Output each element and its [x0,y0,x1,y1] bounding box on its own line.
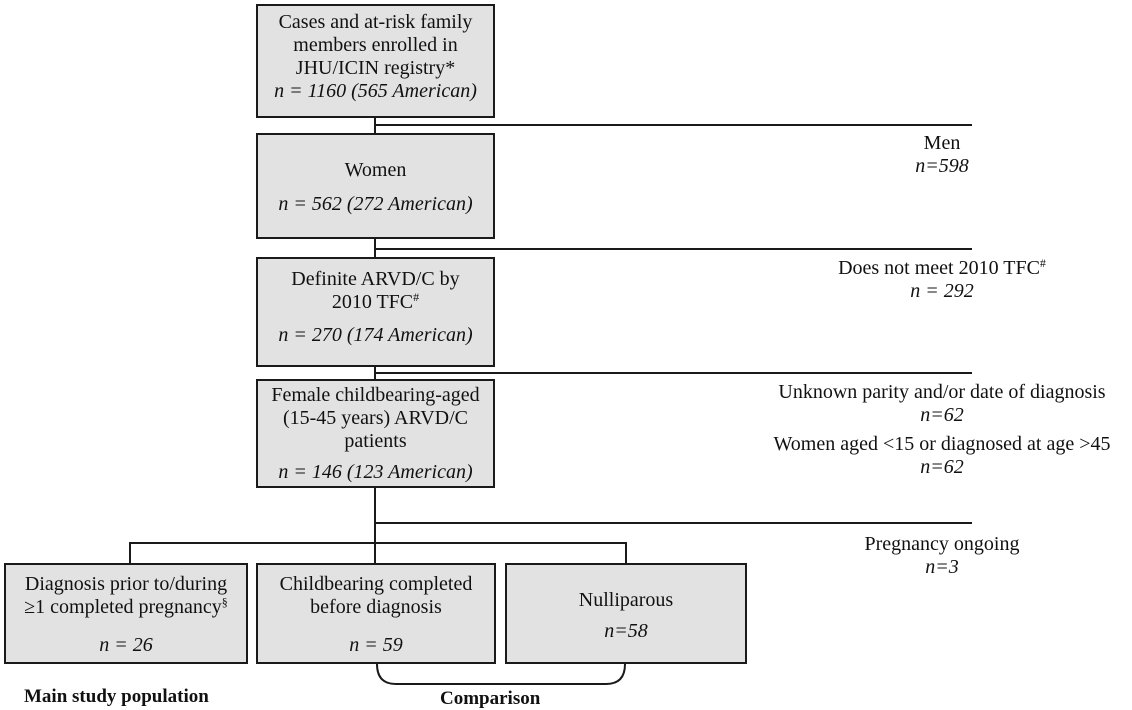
exclusion-pregnancy-ongoing: Pregnancy ongoing n=3 [822,533,1062,579]
split-drop-center [374,542,376,564]
comparison-label: Comparison [440,688,541,709]
women-count: n = 562 (272 American) [278,193,473,215]
exclusion-men: Men n=598 [822,132,1062,178]
female-line-3: patients [344,430,407,452]
split-drop-left [129,542,131,564]
exclusion-unknown-parity: Unknown parity and/or date of diagnosis … [742,381,1132,427]
childbearing-line-1: Childbearing completed [279,573,473,595]
definite-arvdc-box: Definite ARVD/C by 2010 TFC# n = 270 (17… [256,257,495,367]
split-drop-right [625,542,627,564]
tfc-hash-mark: # [1039,256,1046,270]
childbearing-count: n = 59 [349,634,403,656]
unknown-label: Unknown parity and/or date of diagnosis [778,381,1106,403]
exclusion-branch-unknown [375,372,972,374]
definite-line-2-text: 2010 TFC [331,291,414,313]
definite-count: n = 270 (174 American) [278,324,473,346]
nulliparous-title: Nulliparous [578,589,674,611]
definite-line-1: Definite ARVD/C by [291,268,460,290]
diagnosis-line-2-text: ≥1 completed pregnancy [24,596,222,618]
tfc-count: n = 292 [910,280,974,302]
exclusion-tfc: Does not meet 2010 TFC# n = 292 [782,257,1102,303]
definite-line-2: 2010 TFC# [258,291,493,314]
diagnosis-line-2: ≥1 completed pregnancy§ [6,596,246,619]
aged-label: Women aged <15 or diagnosed at age >45 [773,433,1111,455]
childbearing-completed-box: Childbearing completed before diagnosis … [256,563,496,664]
tfc-label-line: Does not meet 2010 TFC# [782,257,1102,280]
tfc-label: Does not meet 2010 TFC [838,257,1040,279]
diagnosis-line-1: Diagnosis prior to/during [24,573,228,595]
female-line-2: (15-45 years) ARVD/C [282,407,469,429]
unknown-count: n=62 [920,404,964,426]
registry-line-3: JHU/ICIN registry* [295,57,456,79]
section-footnote-mark: § [221,595,228,609]
female-childbearing-box: Female childbearing-aged (15-45 years) A… [256,379,495,488]
aged-count: n=62 [920,456,964,478]
diagnosis-count: n = 26 [99,634,153,656]
nulliparous-box: Nulliparous n=58 [505,563,747,664]
registry-count: n = 1160 (565 American) [274,80,477,102]
ongoing-label: Pregnancy ongoing [864,533,1020,555]
registry-line-2: members enrolled in [293,34,458,56]
registry-line-1: Cases and at-risk family [278,11,473,33]
exclusion-age: Women aged <15 or diagnosed at age >45 n… [742,433,1132,479]
comparison-brace [376,664,626,685]
ongoing-count: n=3 [925,556,959,578]
childbearing-line-2: before diagnosis [310,596,442,618]
women-box: Women n = 562 (272 American) [256,133,495,239]
men-label: Men [923,132,961,154]
female-count: n = 146 (123 American) [278,461,473,483]
split-horizontal [129,542,626,544]
registry-box: Cases and at-risk family members enrolle… [256,4,495,118]
exclusion-branch-ongoing [375,522,972,524]
connector-vertical-4 [374,487,376,543]
exclusion-branch-tfc [375,248,972,250]
diagnosis-box: Diagnosis prior to/during ≥1 completed p… [4,563,248,664]
women-title: Women [344,159,407,181]
main-study-population-label: Main study population [24,686,209,707]
men-count: n=598 [915,155,969,177]
hash-footnote-mark: # [413,290,420,304]
female-line-1: Female childbearing-aged [271,384,480,406]
exclusion-branch-men [375,124,972,126]
nulliparous-count: n=58 [604,620,648,642]
